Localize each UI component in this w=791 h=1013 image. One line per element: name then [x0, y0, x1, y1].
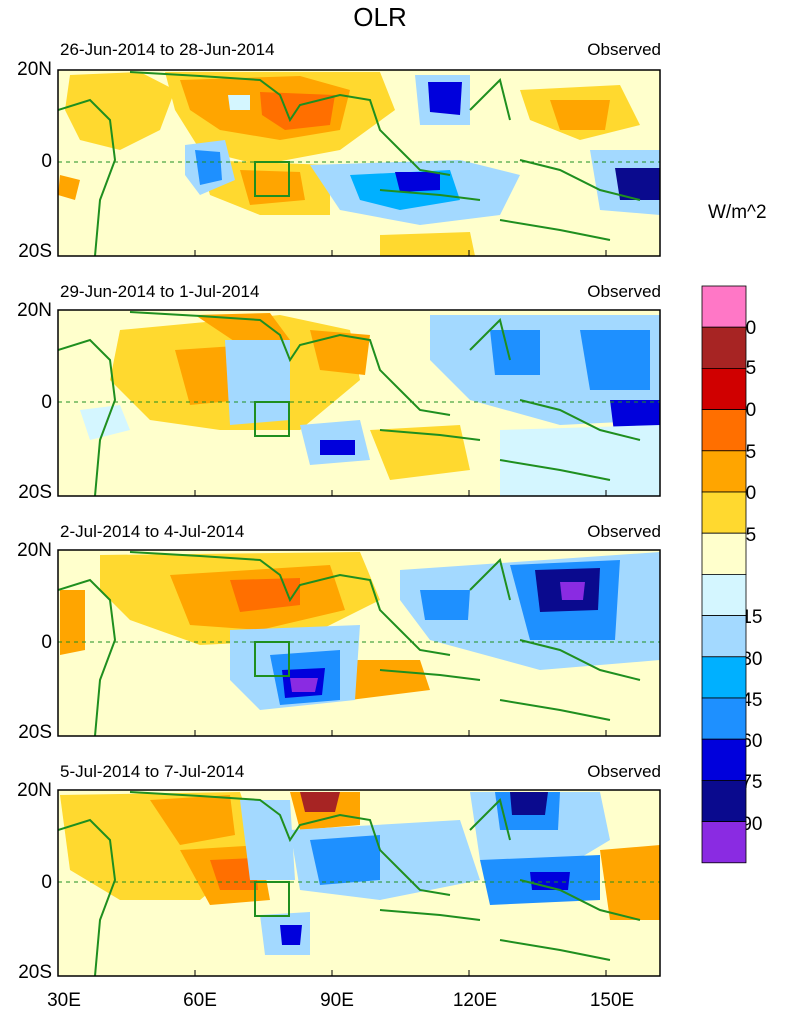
panel-2-overlay [58, 311, 660, 496]
panel-2-ytick-0: 0 [41, 392, 52, 413]
panel-3-region-box [254, 641, 290, 677]
panel-2-frame [57, 309, 661, 497]
p4-neg-h [510, 792, 548, 815]
p2-neg-a [80, 405, 130, 440]
colorbar-swatch-9 [701, 656, 747, 699]
p1-neg-b [195, 150, 222, 185]
panel-2-coastline [58, 311, 641, 496]
p2-neg-g [580, 330, 650, 390]
colorbar-swatch-10 [701, 697, 747, 740]
panel-2-ytick-20n: 20N [17, 300, 52, 321]
xtick-30e: 30E [47, 990, 81, 1011]
panel-3-observed-label: Observed [587, 522, 661, 541]
p2-neg-b [225, 340, 290, 425]
panel-2-observed-label: Observed [587, 282, 661, 301]
panel-4-coastline [58, 791, 641, 976]
p3-anom-e [340, 660, 430, 700]
panel-1-observed-label: Observed [587, 40, 661, 59]
p2-anom-e [370, 425, 470, 480]
panel-4-frame [57, 789, 661, 977]
panel-2-ytick-20s: 20S [18, 482, 52, 503]
colorbar-swatch-3 [701, 409, 747, 452]
colorbar-swatch-7 [701, 574, 747, 617]
panel-4-ytick-20s: 20S [18, 962, 52, 983]
p3-neg-h [560, 582, 585, 600]
panel-4-ytick-20n: 20N [17, 780, 52, 801]
p1-anom-h [550, 100, 610, 130]
colorbar-units: W/m^2 [708, 202, 767, 223]
p2-neg-d [320, 440, 355, 455]
panel-1-coastline [58, 71, 641, 256]
p1-anom-i [58, 175, 80, 200]
colorbar-swatch-2 [701, 367, 747, 410]
panel-1-ytick-20n: 20N [17, 59, 52, 80]
p3-anom-c [230, 578, 300, 612]
xtick-90e: 90E [320, 990, 354, 1011]
xtick-150e: 150E [589, 990, 635, 1011]
p3-anom-d [60, 590, 85, 655]
panel-3-coastline [58, 551, 641, 736]
panel-4-date: 5-Jul-2014 to 7-Jul-2014 [60, 762, 245, 781]
panel-2-date: 29-Jun-2014 to 1-Jul-2014 [60, 282, 260, 301]
p1-neg-e [395, 172, 440, 192]
p1-anom-a [65, 72, 175, 150]
colorbar [701, 285, 747, 864]
colorbar-swatch-6 [701, 532, 747, 575]
panel-3-ytick-20n: 20N [17, 540, 52, 561]
p1-neg-j [228, 95, 250, 110]
colorbar-swatch-1 [701, 326, 747, 369]
colorbar-swatch-8 [701, 615, 747, 658]
panel-1-region-box [254, 161, 290, 197]
panel-2-map [58, 310, 660, 496]
panel-3-overlay [58, 551, 660, 736]
figure-title: OLR [353, 2, 407, 32]
colorbar-swatch-13 [701, 821, 747, 864]
panel-1-frame [57, 69, 661, 257]
xtick-60e: 60E [183, 990, 217, 1011]
p2-neg-f [490, 330, 540, 375]
panel-1-ytick-20s: 20S [18, 241, 52, 262]
p4-neg-c [310, 835, 380, 885]
panel-2-region-box [254, 401, 290, 437]
p4-anom-b [150, 795, 235, 845]
panel-1-ytick-0: 0 [41, 151, 52, 172]
panel-4-region-box [254, 881, 290, 917]
colorbar-swatch-0 [701, 285, 747, 328]
panel-4-observed-label: Observed [587, 762, 661, 781]
panel-3-frame [57, 549, 661, 737]
panel-3-ytick-20s: 20S [18, 722, 52, 743]
panel-4-ytick-0: 0 [41, 872, 52, 893]
p1-neg-g [428, 82, 462, 115]
p1-neg-i [615, 168, 660, 200]
p2-anom-d [310, 330, 370, 375]
colorbar-swatch-4 [701, 450, 747, 493]
p3-neg-i [420, 590, 470, 620]
panel-4-map [58, 790, 660, 976]
panel-1-map [58, 70, 660, 256]
panel-1-date: 26-Jun-2014 to 28-Jun-2014 [60, 40, 275, 59]
panel-3-ytick-0: 0 [41, 632, 52, 653]
p3-neg-d [290, 678, 318, 692]
p2-anom-c [195, 313, 290, 345]
p1-anom-j [380, 232, 475, 256]
panel-4-overlay [58, 791, 660, 976]
panel-1-overlay [58, 71, 660, 256]
p2-neg-i [500, 425, 660, 496]
map-overlays [57, 69, 661, 977]
colorbar-swatch-12 [701, 780, 747, 823]
p4-neg-e [280, 925, 302, 945]
colorbar-swatch-11 [701, 738, 747, 781]
p1-anom-f [240, 170, 305, 205]
panel-3-map [58, 550, 660, 736]
panel-3-date: 2-Jul-2014 to 4-Jul-2014 [60, 522, 245, 541]
colorbar-swatch-5 [701, 491, 747, 534]
p4-anom-f [300, 792, 340, 812]
xtick-120e: 120E [452, 990, 498, 1011]
